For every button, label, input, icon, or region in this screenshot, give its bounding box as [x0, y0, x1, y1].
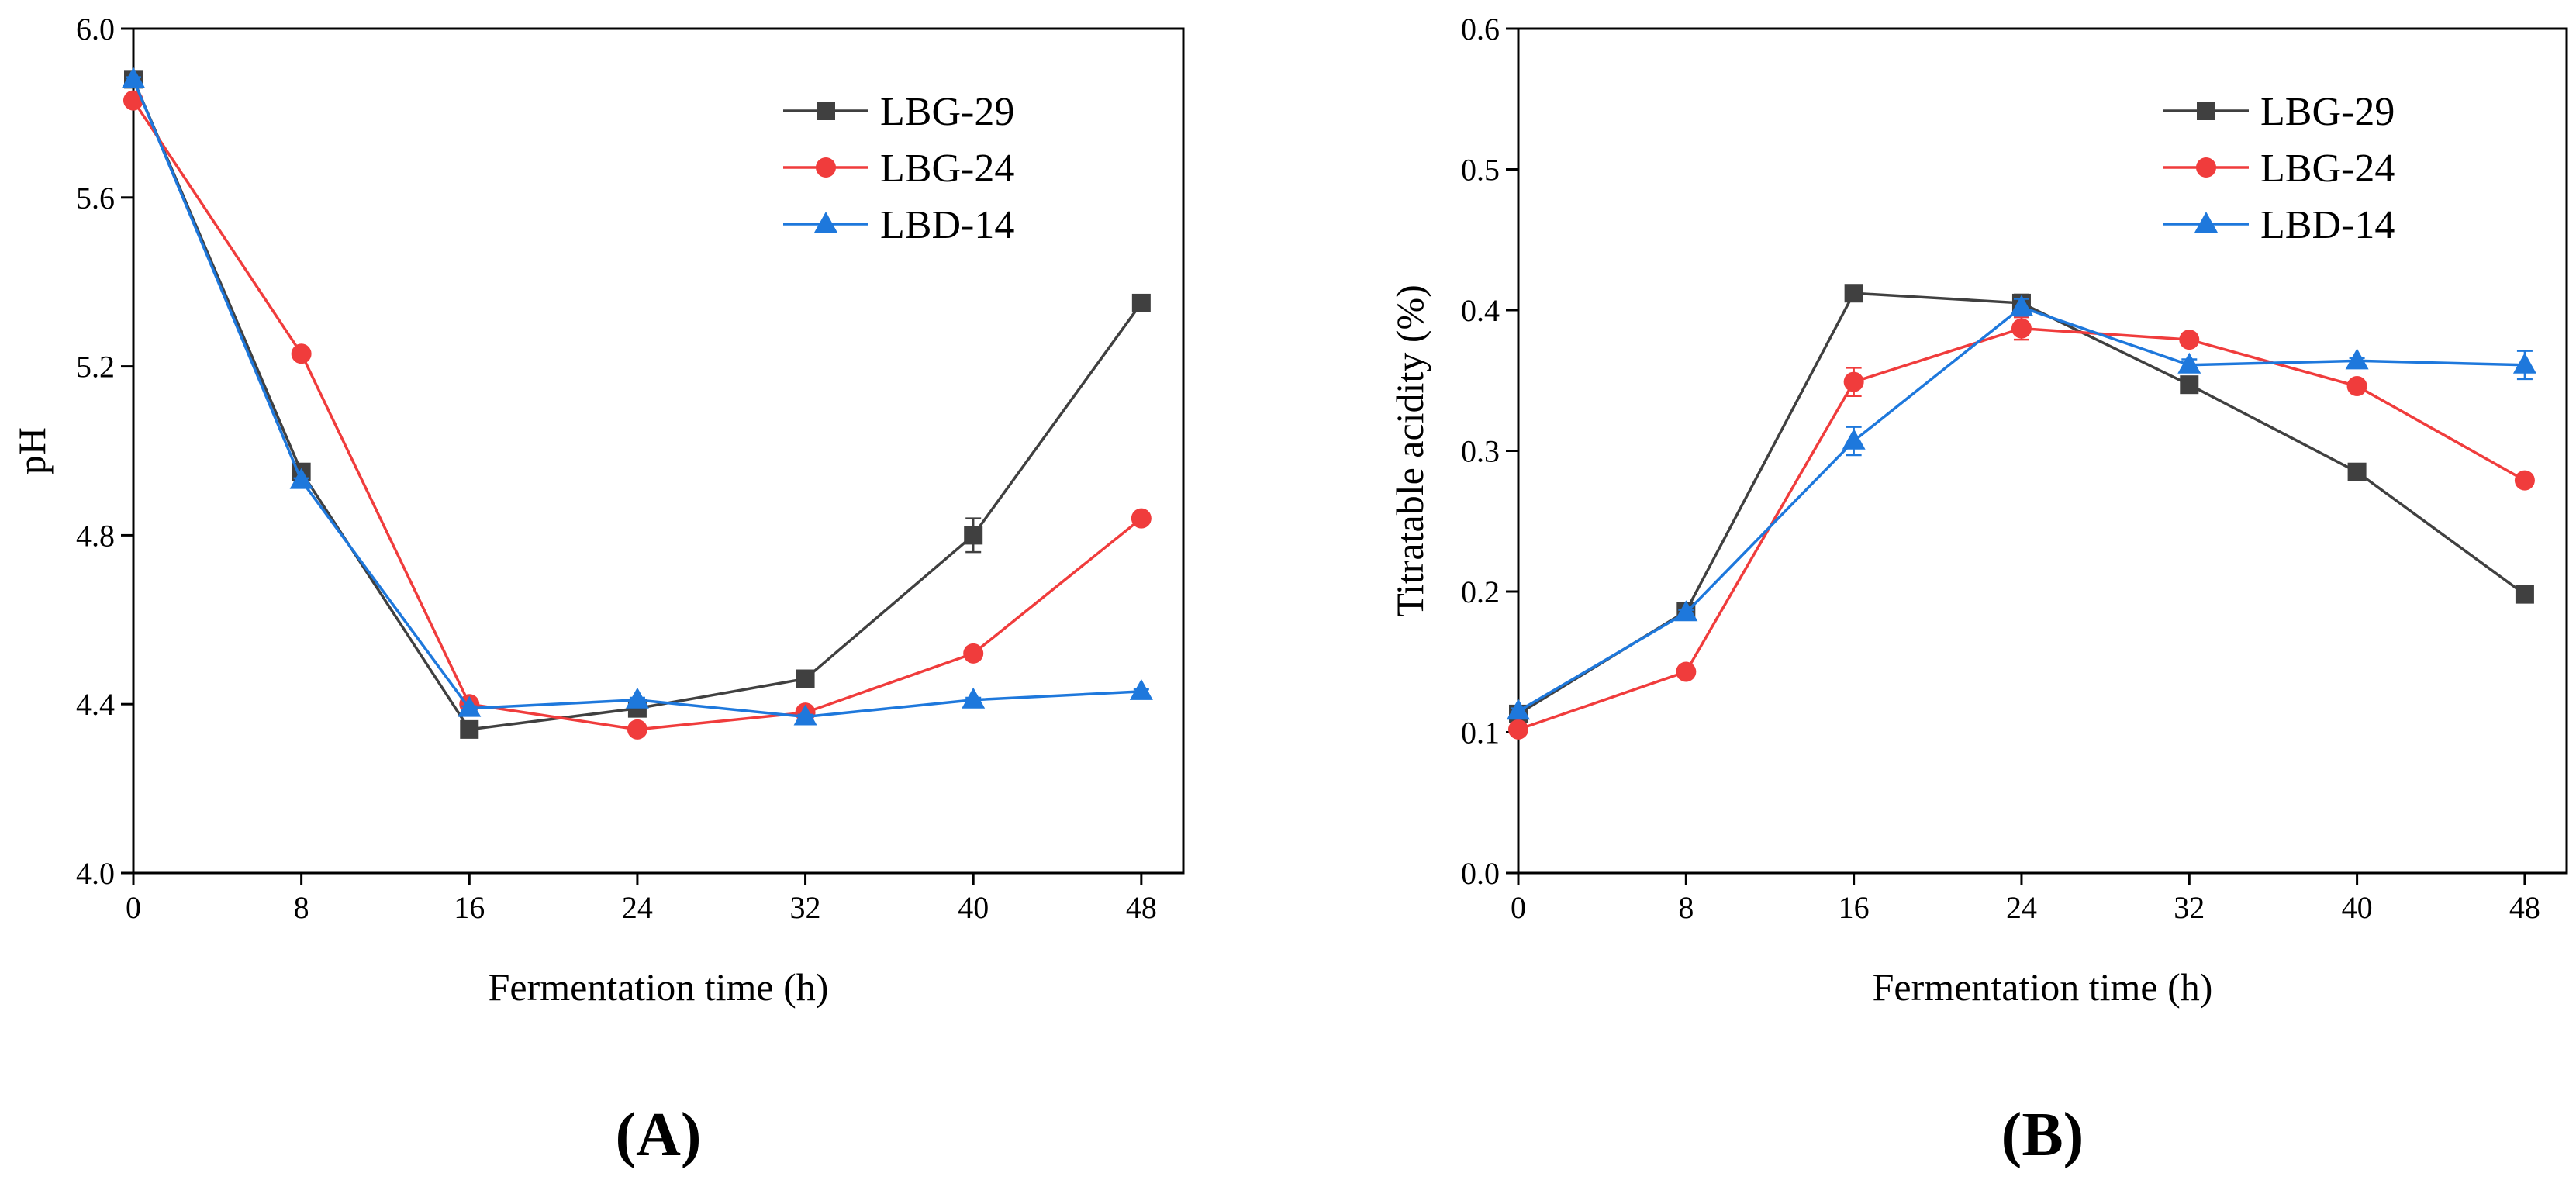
y-tick-label: 5.2: [76, 350, 115, 385]
legend-label: LBG-29: [2260, 90, 2395, 134]
data-point: [962, 687, 986, 709]
data-point: [458, 695, 482, 717]
legend-entry-lbd-14: LBD-14: [783, 203, 1014, 247]
x-tick-label: 0: [126, 890, 141, 925]
legend-entry-lbg-24: LBG-24: [2163, 147, 2395, 191]
y-tick-label: 4.4: [76, 687, 115, 722]
data-point: [1131, 508, 1152, 529]
data-point: [291, 343, 312, 364]
legend-label: LBD-14: [2260, 203, 2395, 247]
data-point: [793, 704, 817, 726]
y-tick-label: 0.1: [1461, 716, 1500, 750]
legend-marker: [817, 102, 835, 120]
x-tick-label: 48: [2509, 890, 2540, 925]
legend-marker: [2194, 212, 2218, 233]
data-point: [460, 719, 479, 739]
y-tick-label: 5.6: [76, 181, 115, 216]
y-tick-label: 0.5: [1461, 153, 1500, 188]
chart-panel-titratable-acidity: 0 8 16 24 32 40 48 0.0 0.1 0.2 0.3 0.4 0.5 0.6 Ferment…: [1388, 12, 2568, 1169]
y-axis-title: Titratable acidity (%): [1388, 285, 1431, 617]
data-point: [1508, 719, 1528, 740]
data-point: [963, 643, 984, 664]
x-tick-label: 16: [454, 890, 485, 925]
data-point: [123, 90, 143, 111]
data-point: [625, 687, 649, 709]
data-point: [2514, 470, 2535, 491]
x-tick-label: 32: [790, 890, 821, 925]
legend-label: LBD-14: [880, 203, 1014, 247]
y-tick-label: 0.4: [1461, 293, 1500, 328]
data-point: [2515, 585, 2534, 604]
legend-entry-lbg-29: LBG-29: [783, 90, 1014, 134]
data-point: [2180, 375, 2199, 395]
y-tick-label: 0.6: [1461, 12, 1500, 47]
x-tick-label: 40: [2342, 890, 2373, 925]
data-point: [1674, 600, 1698, 622]
data-point: [2179, 330, 2200, 350]
data-point: [1844, 284, 1863, 303]
x-axis-title: Fermentation time (h): [489, 965, 829, 1009]
legend-marker: [2197, 102, 2215, 120]
x-tick-label: 40: [958, 890, 989, 925]
data-point: [796, 669, 815, 688]
data-point: [1129, 678, 1153, 700]
y-tick-label: 4.8: [76, 518, 115, 553]
legend-marker: [816, 157, 836, 178]
data-point: [2345, 348, 2369, 370]
y-tick-label: 0.0: [1461, 856, 1500, 891]
data-point: [2011, 318, 2032, 339]
chart-panel-ph: 0 8 16 24 32 40 48 4.0 4.4 4.8 5.2 5.6 6.0 Fermentati…: [10, 12, 1185, 1169]
legend-label: LBG-24: [2260, 147, 2395, 191]
y-tick-label: 4.0: [76, 856, 115, 891]
legend-entry-lbg-29: LBG-29: [2163, 90, 2395, 134]
data-point: [1676, 661, 1697, 682]
x-tick-label: 8: [1678, 890, 1694, 925]
data-point: [2347, 462, 2367, 481]
legend-entry-lbd-14: LBD-14: [2163, 203, 2395, 247]
x-tick-label: 32: [2174, 890, 2205, 925]
x-tick-label: 24: [2006, 890, 2037, 925]
data-point: [1131, 293, 1151, 312]
y-tick-label: 6.0: [76, 12, 115, 47]
legend-label: LBG-24: [880, 147, 1014, 191]
x-axis-title: Fermentation time (h): [1873, 965, 2213, 1009]
data-point: [1843, 371, 1864, 392]
data-point: [627, 719, 647, 740]
series-lbd-14: [122, 67, 1153, 726]
x-tick-label: 8: [294, 890, 309, 925]
y-tick-label: 0.3: [1461, 434, 1500, 469]
plot-area-frame: [132, 27, 1185, 875]
legend-entry-lbg-24: LBG-24: [783, 147, 1014, 191]
panel-label: (A): [615, 1101, 701, 1169]
legend-marker: [2196, 157, 2216, 178]
data-point: [1842, 428, 1866, 450]
data-point: [122, 67, 145, 88]
x-tick-label: 48: [1126, 890, 1157, 925]
legend-label: LBG-29: [880, 90, 1014, 134]
data-point: [289, 468, 313, 489]
data-point: [2009, 295, 2033, 316]
data-point: [2512, 352, 2536, 374]
data-point: [1507, 699, 1530, 720]
x-tick-label: 24: [622, 890, 653, 925]
series-lbg-24: [1508, 316, 2535, 740]
y-tick-label: 0.2: [1461, 574, 1500, 609]
data-point: [2177, 352, 2201, 374]
panel-label: (B): [2001, 1101, 2084, 1169]
data-point: [2346, 376, 2367, 397]
data-point: [964, 526, 983, 545]
legend-marker: [814, 212, 837, 233]
series-lbd-14: [1507, 295, 2536, 720]
x-tick-label: 0: [1511, 890, 1526, 925]
y-axis-title: pH: [10, 427, 54, 474]
x-tick-label: 16: [1839, 890, 1870, 925]
